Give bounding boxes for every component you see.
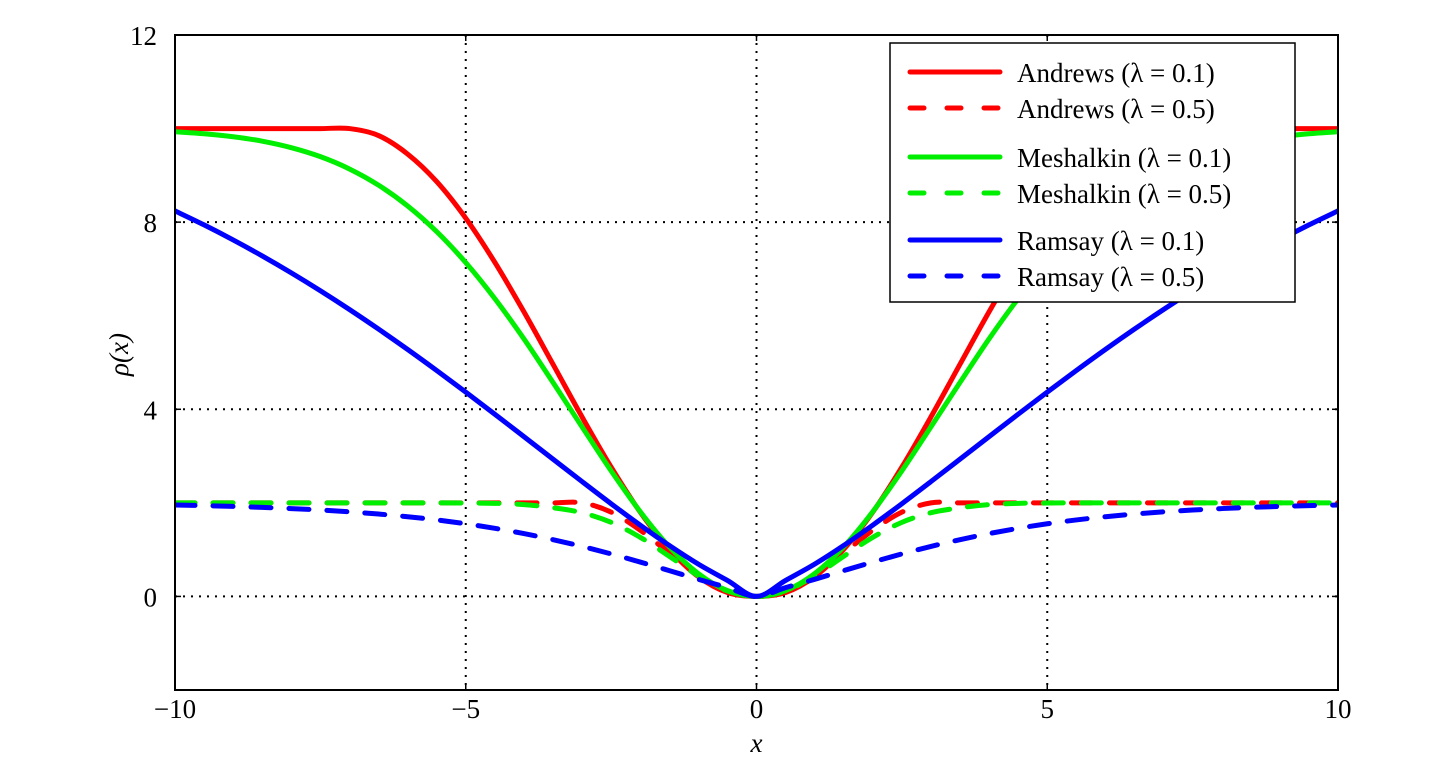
x-axis: −10 −5 0 5 10: [154, 35, 1352, 724]
y-tick-label: 0: [144, 582, 158, 612]
legend-box: [889, 42, 1296, 303]
y-tick-label: 12: [130, 21, 157, 51]
legend-label: Meshalkin (λ = 0.1): [1017, 143, 1231, 173]
y-axis: 0 4 8 12: [130, 21, 1338, 612]
legend-label: Ramsay (λ = 0.1): [1017, 226, 1204, 256]
legend: Andrews (λ = 0.1) Andrews (λ = 0.5) Meshal…: [889, 42, 1296, 303]
x-tick-label: 10: [1325, 694, 1352, 724]
y-tick-label: 8: [144, 208, 158, 238]
x-axis-label: x: [750, 728, 763, 758]
series-line-ramsay-0-5: [175, 502, 1338, 599]
x-tick-label: −5: [451, 694, 480, 724]
x-tick-label: 5: [1041, 694, 1055, 724]
y-axis-label: ρ(x): [104, 333, 134, 377]
legend-label: Ramsay (λ = 0.5): [1017, 262, 1204, 292]
legend-label: Meshalkin (λ = 0.5): [1017, 179, 1231, 209]
y-tick-label: 4: [144, 395, 158, 425]
x-tick-label: 0: [750, 694, 764, 724]
legend-label: Andrews (λ = 0.5): [1017, 94, 1215, 124]
series-line-meshalkin-0-5: [175, 500, 1338, 599]
legend-label: Andrews (λ = 0.1): [1017, 58, 1215, 88]
x-tick-label: −10: [154, 694, 196, 724]
